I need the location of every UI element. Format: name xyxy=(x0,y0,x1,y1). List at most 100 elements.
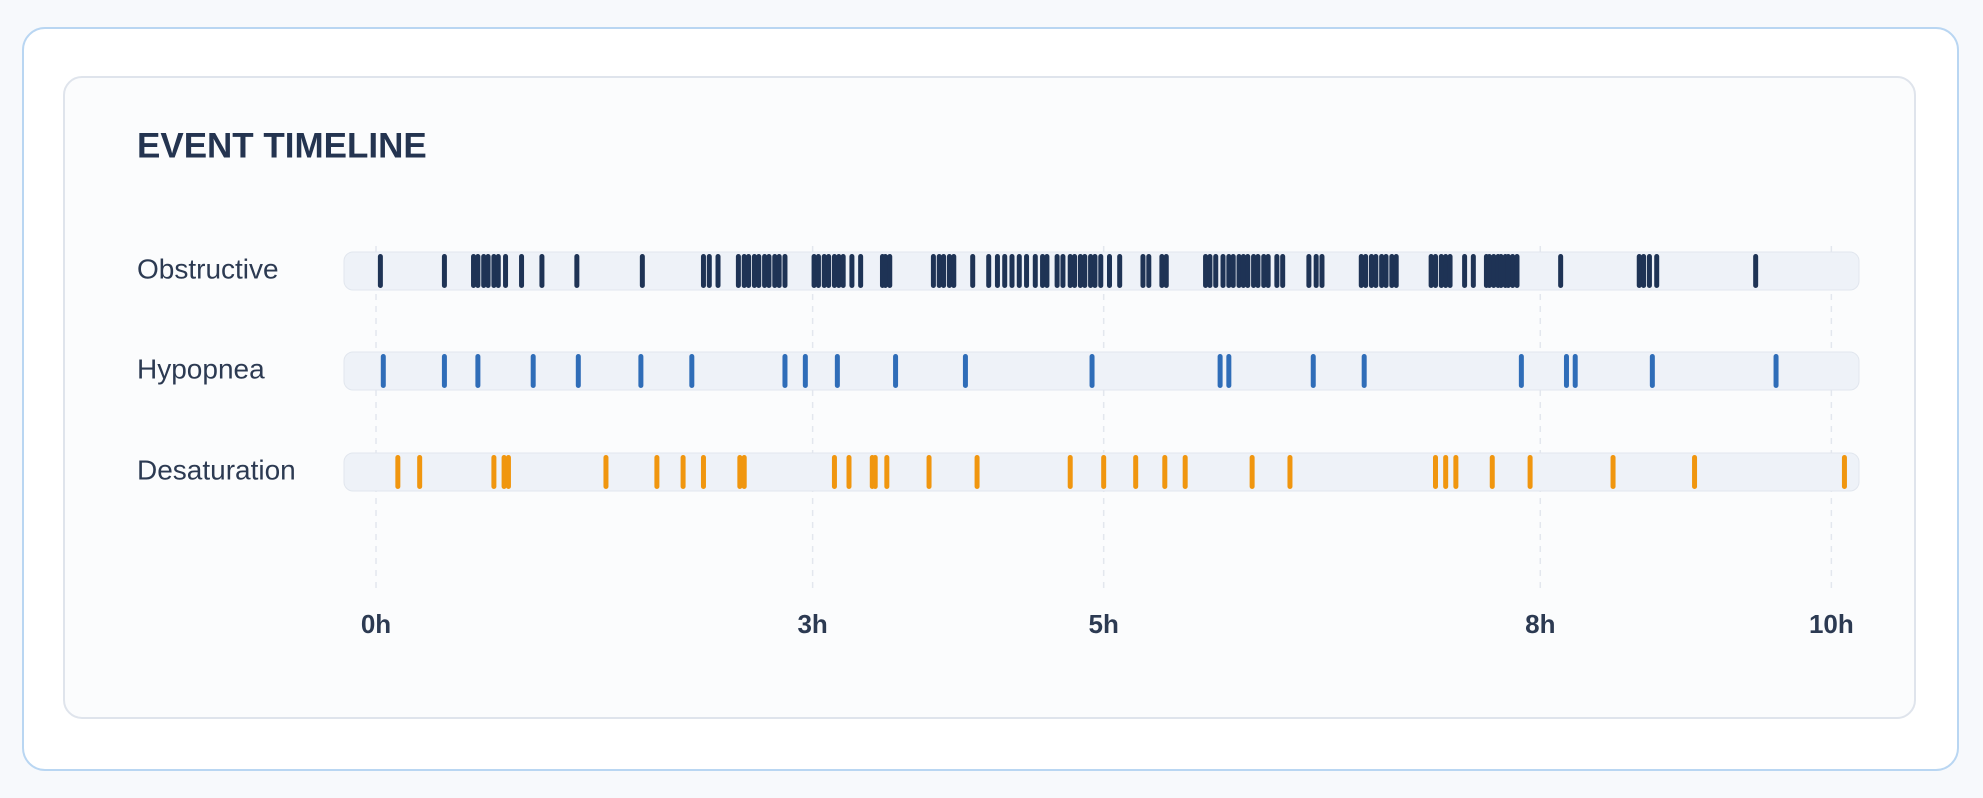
event-mark xyxy=(782,254,788,288)
event-mark xyxy=(1428,254,1434,288)
event-mark xyxy=(491,254,497,288)
event-mark xyxy=(380,354,386,388)
event-mark xyxy=(746,254,752,288)
event-mark xyxy=(840,254,846,288)
event-mark xyxy=(1117,254,1123,288)
event-mark xyxy=(1217,354,1223,388)
event-mark xyxy=(1393,254,1399,288)
event-mark xyxy=(639,254,645,288)
event-mark xyxy=(970,254,976,288)
x-tick-label: 10h xyxy=(1809,609,1854,639)
event-mark xyxy=(654,455,660,489)
event-mark xyxy=(680,455,686,489)
event-mark xyxy=(377,254,383,288)
event-mark xyxy=(1207,254,1213,288)
event-mark xyxy=(1226,354,1232,388)
event-mark xyxy=(941,254,947,288)
event-mark xyxy=(1453,455,1459,489)
event-mark xyxy=(519,254,525,288)
event-mark xyxy=(893,354,899,388)
event-mark xyxy=(706,254,712,288)
event-mark xyxy=(1230,254,1236,288)
event-mark xyxy=(491,455,497,489)
event-mark xyxy=(485,254,491,288)
event-mark xyxy=(1649,354,1655,388)
event-mark xyxy=(475,254,481,288)
event-mark xyxy=(826,254,832,288)
event-mark xyxy=(575,354,581,388)
event-mark xyxy=(1470,254,1476,288)
event-mark xyxy=(1443,254,1449,288)
event-mark xyxy=(1067,254,1073,288)
event-mark xyxy=(1140,254,1146,288)
event-mark xyxy=(1491,254,1497,288)
event-mark xyxy=(530,354,536,388)
event-mark xyxy=(1024,254,1030,288)
event-mark xyxy=(1107,254,1113,288)
event-mark xyxy=(834,354,840,388)
event-mark xyxy=(1274,254,1280,288)
event-mark xyxy=(1203,254,1209,288)
event-mark xyxy=(849,254,855,288)
event-mark xyxy=(1510,254,1516,288)
event-mark xyxy=(471,254,477,288)
event-mark xyxy=(1319,254,1325,288)
event-mark xyxy=(395,455,401,489)
event-mark xyxy=(1092,254,1098,288)
event-mark xyxy=(603,455,609,489)
event-mark xyxy=(1182,455,1188,489)
event-mark xyxy=(1054,254,1060,288)
event-mark xyxy=(1489,455,1495,489)
x-axis: 0h 3h 5h 8h 10h xyxy=(361,609,1854,639)
event-mark xyxy=(441,254,447,288)
event-mark xyxy=(1060,254,1066,288)
event-mark xyxy=(1255,254,1261,288)
event-mark xyxy=(1162,455,1168,489)
event-mark xyxy=(1213,254,1219,288)
event-mark xyxy=(962,354,968,388)
event-mark xyxy=(1163,254,1169,288)
event-mark xyxy=(1438,254,1444,288)
event-mark xyxy=(811,254,817,288)
event-mark xyxy=(715,254,721,288)
event-mark xyxy=(1498,254,1504,288)
event-mark xyxy=(1240,254,1246,288)
event-mark xyxy=(1572,354,1578,388)
x-tick-label: 5h xyxy=(1089,609,1119,639)
event-mark xyxy=(1032,254,1038,288)
event-mark xyxy=(930,254,936,288)
event-mark xyxy=(766,254,772,288)
event-mark xyxy=(501,455,507,489)
event-mark xyxy=(1245,254,1251,288)
x-tick-label: 0h xyxy=(361,609,391,639)
event-mark xyxy=(417,455,423,489)
event-mark xyxy=(1841,455,1847,489)
event-mark xyxy=(1558,254,1564,288)
event-mark xyxy=(1313,254,1319,288)
event-mark xyxy=(481,254,487,288)
event-mark xyxy=(1363,254,1369,288)
event-mark xyxy=(926,455,932,489)
event-mark xyxy=(1236,254,1242,288)
event-mark xyxy=(1261,254,1267,288)
event-mark xyxy=(741,455,747,489)
chart-title: EVENT TIMELINE xyxy=(137,126,427,165)
event-mark xyxy=(1610,455,1616,489)
event-mark xyxy=(951,254,957,288)
event-mark xyxy=(1447,254,1453,288)
event-mark xyxy=(574,254,580,288)
grid xyxy=(375,246,1833,594)
event-mark xyxy=(1089,354,1095,388)
event-mark xyxy=(846,455,852,489)
event-mark xyxy=(1462,254,1468,288)
event-mark xyxy=(689,354,695,388)
event-mark xyxy=(700,455,706,489)
event-mark xyxy=(1280,254,1286,288)
event-mark xyxy=(1654,254,1660,288)
event-mark xyxy=(756,254,762,288)
row-label: Desaturation xyxy=(137,454,296,485)
event-mark xyxy=(1773,354,1779,388)
inner-card xyxy=(63,76,1916,719)
event-mark xyxy=(1361,354,1367,388)
event-mark xyxy=(495,254,501,288)
